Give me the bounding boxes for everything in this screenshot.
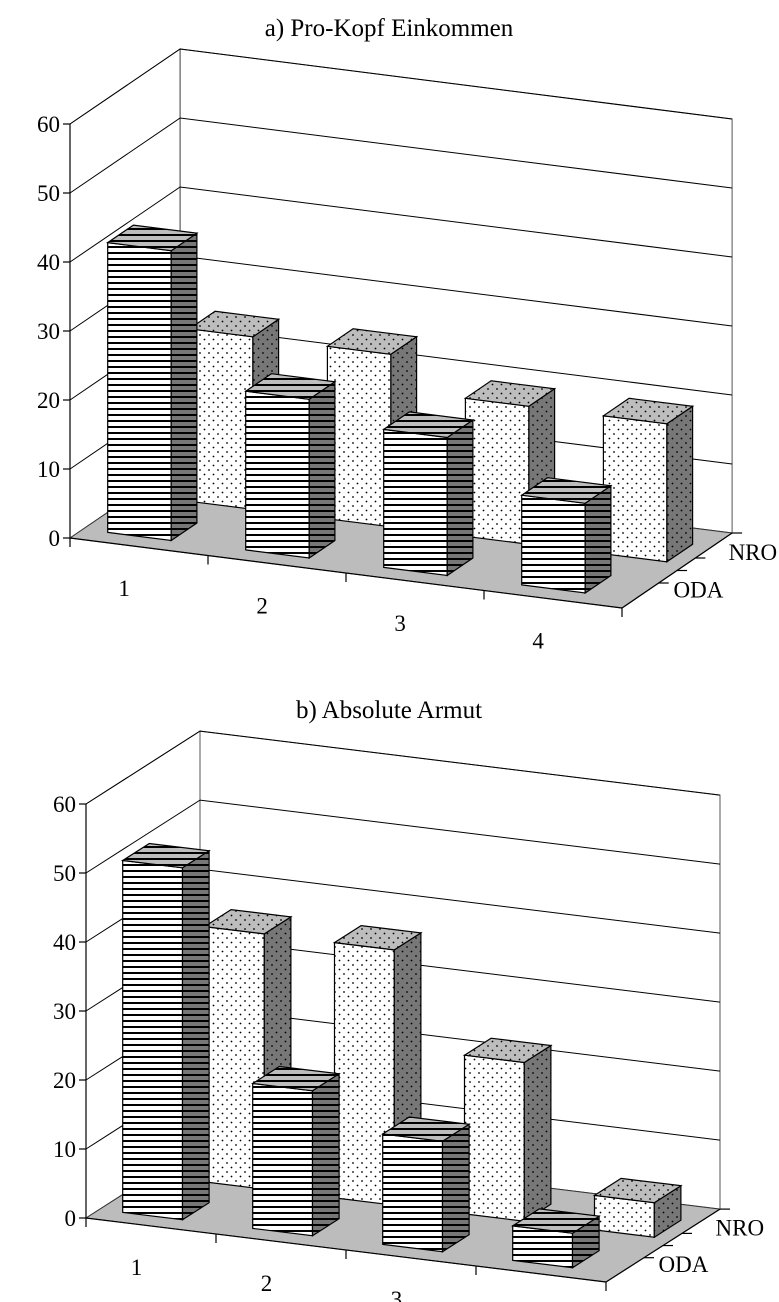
bar-nro-3-top xyxy=(462,1037,553,1064)
bar-oda-2-side xyxy=(308,380,336,560)
bar-oda-3-front xyxy=(382,1133,444,1253)
x-tick-label: 3 xyxy=(394,611,406,636)
series-label-nro: NRO xyxy=(729,540,778,565)
bar-oda-2 xyxy=(250,1065,341,1237)
bar-oda-3-top xyxy=(380,1116,471,1142)
bar-oda-3-top xyxy=(382,411,475,439)
bar-nro-1-top xyxy=(202,908,293,935)
bar-nro-3-side xyxy=(523,1044,552,1223)
y-tick-label: 40 xyxy=(37,250,60,275)
chart-title: a) Pro-Kopf Einkommen xyxy=(265,15,514,42)
bar-nro-4-side xyxy=(666,405,694,563)
chart-b: 01020304050601234ODANROb) Absolute Armut xyxy=(53,697,764,1302)
y-axis: 0 10 20 30 40 50 60 xyxy=(53,792,87,1231)
bar-oda-2-side xyxy=(311,1072,340,1237)
bar-nro-2-front xyxy=(326,345,392,528)
bar-nro-4-top xyxy=(601,397,695,425)
bar-oda-1-side xyxy=(181,849,210,1221)
bar-oda-2-front xyxy=(245,390,310,559)
bar-nro-4 xyxy=(592,1177,683,1239)
bar-nro-4 xyxy=(601,397,695,563)
gridline-50 xyxy=(69,117,733,194)
bar-oda-1-top xyxy=(120,842,211,869)
series-label-nro: NRO xyxy=(716,1215,765,1240)
bar-nro-2-top xyxy=(332,924,423,951)
bar-oda-1 xyxy=(120,842,211,1221)
y-tick-label: 30 xyxy=(37,319,60,344)
bar-oda-4 xyxy=(510,1208,601,1269)
gridline-50 xyxy=(85,799,721,874)
y-tick-label: 10 xyxy=(53,1137,76,1162)
bar-oda-4-top xyxy=(520,477,613,504)
bar-oda-3-side xyxy=(446,418,474,577)
bar-oda-3-side xyxy=(441,1123,470,1253)
gridline-60 xyxy=(85,730,721,805)
bar-oda-3 xyxy=(382,411,475,577)
y-tick-label: 50 xyxy=(53,861,76,886)
bar-oda-1 xyxy=(106,224,199,542)
x-tick-label: 1 xyxy=(118,576,130,601)
y-tick-label: 40 xyxy=(53,930,76,955)
y-tick-label: 20 xyxy=(37,388,60,413)
bar-nro-4-front xyxy=(602,415,668,563)
depth-axis: ODA NRO xyxy=(605,1208,765,1283)
y-tick-label: 0 xyxy=(49,526,61,551)
bar-nro-3-front xyxy=(463,1054,525,1222)
gridline-40 xyxy=(69,186,733,263)
x-tick-label: 3 xyxy=(391,1287,403,1302)
bar-oda-1-front xyxy=(107,241,172,542)
series-oda xyxy=(120,842,601,1269)
bar-nro-4-top xyxy=(592,1177,683,1204)
bar-nro-3 xyxy=(462,1037,553,1223)
series-oda xyxy=(106,224,613,595)
y-tick-label: 20 xyxy=(53,1068,76,1093)
y-axis: 0 10 20 30 40 50 60 xyxy=(37,112,71,551)
bar-oda-2-top xyxy=(250,1065,341,1092)
bar-oda-4-side xyxy=(584,484,612,595)
y-tick-label: 0 xyxy=(65,1206,77,1231)
bar-oda-2-front xyxy=(252,1082,314,1237)
bar-nro-1-front xyxy=(188,328,254,510)
series-label-oda: ODA xyxy=(659,1252,709,1277)
gridline-60 xyxy=(69,48,733,125)
bar-oda-1-side xyxy=(170,232,198,542)
chart-title: b) Absolute Armut xyxy=(296,697,482,724)
y-tick-label: 30 xyxy=(53,999,76,1024)
bar-oda-4-top xyxy=(510,1208,601,1234)
bar-oda-4 xyxy=(520,477,613,595)
bar-oda-3 xyxy=(380,1116,471,1253)
y-tick-label: 10 xyxy=(37,457,60,482)
x-tick-label: 1 xyxy=(131,1255,143,1280)
bar-oda-1-front xyxy=(122,859,184,1221)
series-label-oda: ODA xyxy=(674,577,724,602)
bar-nro-1-top xyxy=(187,310,281,338)
y-tick-label: 60 xyxy=(53,792,76,817)
bar-oda-2 xyxy=(244,373,337,560)
y-tick-label: 60 xyxy=(37,112,60,137)
bar-nro-3-top xyxy=(463,380,557,407)
bar-nro-3-front xyxy=(464,397,530,545)
bar-oda-3-front xyxy=(383,428,448,577)
bar-nro-1 xyxy=(202,908,293,1191)
bar-oda-1-top xyxy=(106,224,199,252)
x-tick-label: 4 xyxy=(532,628,544,653)
x-tick-label: 2 xyxy=(256,593,268,618)
bar-nro-2-top xyxy=(325,328,419,355)
x-axis: 1 2 3 4 xyxy=(69,537,623,653)
bar-oda-4-front xyxy=(521,494,586,594)
y-tick-label: 50 xyxy=(37,181,60,206)
x-tick-label: 2 xyxy=(261,1271,273,1296)
bar-oda-2-top xyxy=(244,373,337,400)
